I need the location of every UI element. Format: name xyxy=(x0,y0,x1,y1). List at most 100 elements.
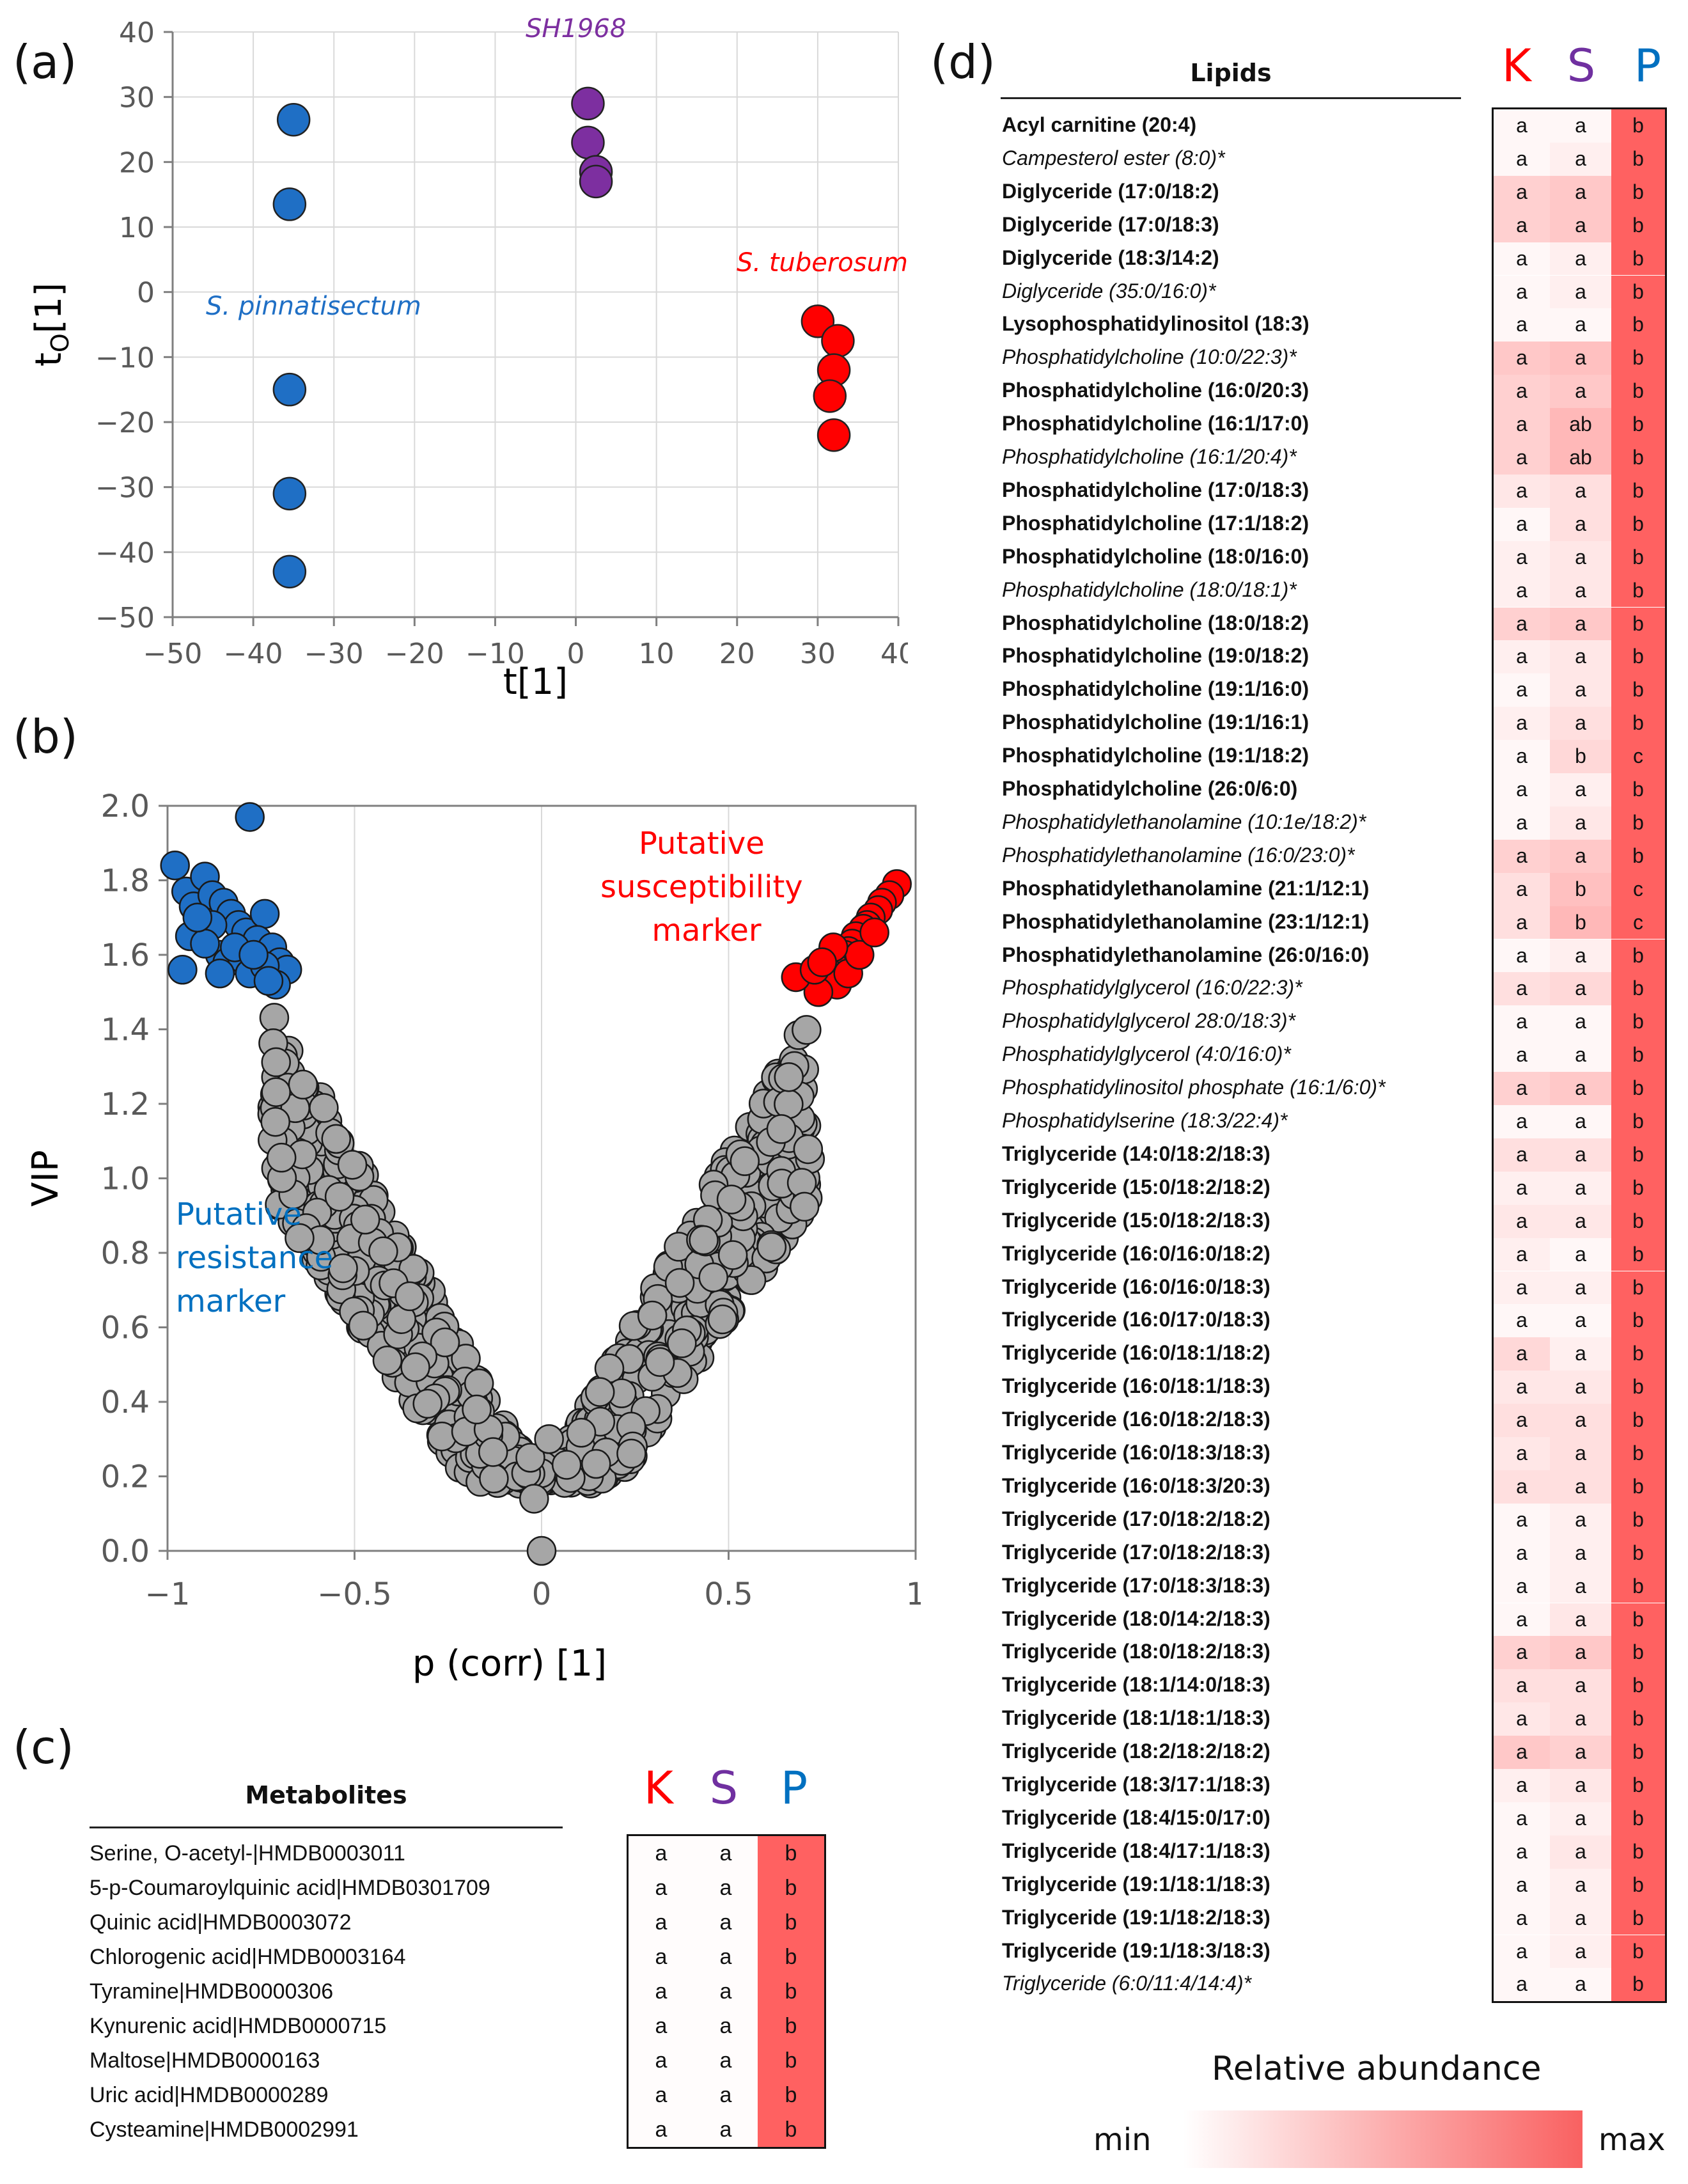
x-tick-label: −50 xyxy=(143,638,203,670)
cell-k: a xyxy=(1494,773,1550,806)
cell-p: b xyxy=(1611,673,1665,707)
row-label: Triglyceride (16:0/18:1/18:3) xyxy=(1002,1374,1270,1398)
row-label: Phosphatidylcholine (18:0/18:2) xyxy=(1002,611,1309,634)
table-title: Lipids xyxy=(1190,59,1272,87)
data-point xyxy=(579,164,613,199)
background-point xyxy=(350,1204,380,1235)
cell-p: b xyxy=(1611,1901,1665,1935)
x-tick-label: 10 xyxy=(639,638,675,670)
cell-p: b xyxy=(758,2043,824,2078)
cell-p: c xyxy=(1611,740,1665,773)
row-label: Triglyceride (6:0/11:4/14:4)* xyxy=(1002,1972,1252,1995)
cell-s: a xyxy=(694,2043,758,2078)
cell-k: a xyxy=(1494,707,1550,741)
row-label: Triglyceride (18:3/17:1/18:3) xyxy=(1002,1773,1270,1796)
cell-s: a xyxy=(1550,1835,1611,1869)
cell-s: a xyxy=(1550,707,1611,741)
cell-k: a xyxy=(1494,507,1550,541)
panel-label-c: (c) xyxy=(13,1720,74,1774)
cell-s: a xyxy=(1550,1569,1611,1603)
cell-s: a xyxy=(1550,1138,1611,1172)
cell-p: b xyxy=(1611,1569,1665,1603)
cell-k: a xyxy=(1494,1105,1550,1138)
cell-p: b xyxy=(1611,1171,1665,1205)
background-point xyxy=(430,1327,460,1358)
row-label: Phosphatidylethanolamine (10:1e/18:2)* xyxy=(1002,810,1366,833)
cell-s: b xyxy=(1550,740,1611,773)
cell-p: b xyxy=(1611,1769,1665,1802)
background-point xyxy=(717,1240,748,1270)
cell-k: a xyxy=(629,1940,694,1974)
background-point xyxy=(637,1300,668,1331)
row-label: Triglyceride (18:0/14:2/18:3) xyxy=(1002,1607,1270,1630)
resistance-annotation: Putative resistance marker xyxy=(176,1197,343,1319)
row-label: Acyl carnitine (20:4) xyxy=(1002,113,1197,136)
cell-k: a xyxy=(1494,906,1550,939)
cell-s: a xyxy=(1550,1769,1611,1802)
background-point xyxy=(400,1352,430,1383)
cell-s: a xyxy=(1550,1603,1611,1637)
cell-k: a xyxy=(1494,1371,1550,1404)
background-point xyxy=(584,1377,615,1407)
data-point xyxy=(571,125,605,160)
marker-point xyxy=(249,899,280,929)
x-tick-label: −1 xyxy=(145,1576,191,1612)
cell-s: a xyxy=(1550,773,1611,806)
background-point xyxy=(515,1443,545,1473)
cell-k: a xyxy=(1494,408,1550,441)
x-tick-label: 30 xyxy=(800,638,836,670)
row-label: Triglyceride (18:4/15:0/17:0) xyxy=(1002,1805,1270,1829)
y-tick-label: 0.2 xyxy=(101,1459,150,1495)
cell-k: a xyxy=(1494,939,1550,973)
cell-s: a xyxy=(1550,1901,1611,1935)
volcano-plot: −1 −0.5 0 0.5 1 2.0 1.8 1.6 1.4 1.2 1.0 0.8 0.6 0.4 0.… xyxy=(25,789,921,1685)
x-tick-label: 0 xyxy=(532,1576,552,1612)
cell-s: a xyxy=(1550,574,1611,608)
cell-k: a xyxy=(1494,1072,1550,1105)
cell-s: a xyxy=(1550,275,1611,309)
background-point xyxy=(774,1062,804,1092)
cell-p: b xyxy=(1611,972,1665,1006)
row-label: Serine, O-acetyl-|HMDB0003011 xyxy=(90,1841,405,1866)
y-tick-label: 0.8 xyxy=(101,1236,150,1271)
row-label: Diglyceride (17:0/18:3) xyxy=(1002,212,1219,236)
y-axis-label-main: t xyxy=(28,352,70,366)
cell-k: a xyxy=(629,1836,694,1871)
background-point xyxy=(324,1181,355,1212)
group-label-pinnatisectum: S. pinnatisectum xyxy=(206,292,421,321)
row-label: Phosphatidylcholine (16:0/20:3) xyxy=(1002,379,1309,402)
cell-s: a xyxy=(1550,1437,1611,1470)
row-label: Tyramine|HMDB0000306 xyxy=(90,1979,334,2004)
data-point xyxy=(571,86,605,121)
cell-s: a xyxy=(1550,1105,1611,1138)
cell-k: a xyxy=(1494,1304,1550,1338)
header-p: P xyxy=(780,1762,808,1814)
cell-k: a xyxy=(1494,1005,1550,1039)
background-point xyxy=(526,1536,557,1566)
cell-k: a xyxy=(1494,1470,1550,1504)
background-point xyxy=(616,1438,646,1469)
background-point xyxy=(519,1484,549,1514)
cell-k: a xyxy=(1494,308,1550,342)
cell-p: b xyxy=(1611,1802,1665,1835)
background-point xyxy=(395,1281,425,1312)
susceptibility-annotation-line1: Putative xyxy=(639,826,765,861)
background-point xyxy=(309,1093,339,1123)
background-point xyxy=(260,1106,290,1137)
cell-p: b xyxy=(1611,474,1665,508)
cell-k: a xyxy=(1494,1138,1550,1172)
row-label: Phosphatidylethanolamine (16:0/23:0)* xyxy=(1002,843,1355,867)
cell-s: a xyxy=(1550,1935,1611,1968)
cell-k: a xyxy=(1494,1039,1550,1072)
row-label: Triglyceride (16:0/18:2/18:3) xyxy=(1002,1408,1270,1431)
marker-point xyxy=(859,917,889,948)
cell-s: a xyxy=(1550,375,1611,409)
row-label: Triglyceride (19:1/18:1/18:3) xyxy=(1002,1872,1270,1896)
abundance-gradient-bar xyxy=(1183,2110,1582,2168)
background-point xyxy=(756,1232,787,1262)
row-label: Kynurenic acid|HMDB0000715 xyxy=(90,2014,387,2038)
cell-k: a xyxy=(1494,1835,1550,1869)
susceptibility-annotation-line3: marker xyxy=(652,913,762,948)
cell-s: a xyxy=(1550,939,1611,973)
row-label: Lysophosphatidylinositol (18:3) xyxy=(1002,312,1309,336)
